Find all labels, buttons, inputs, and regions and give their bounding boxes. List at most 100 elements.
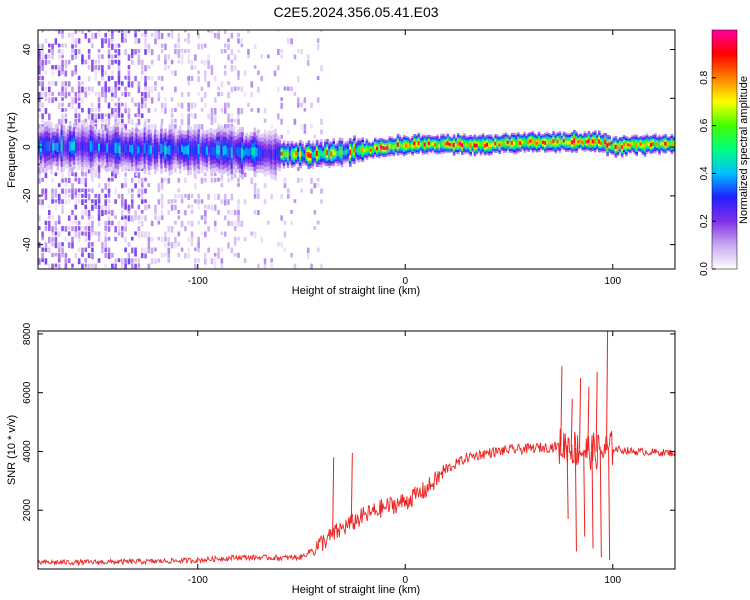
spectrogram-speckle [44,193,48,201]
spectrogram-speckle [111,263,114,269]
snr-x-label: Height of straight line (km) [292,584,420,596]
spectrogram-speckle [280,242,283,248]
spectrogram-ridge-cell [446,141,450,146]
spectrogram-speckle [91,59,94,66]
spectrogram-speckle [77,49,81,55]
spectrogram-speckle [187,113,190,120]
spectrogram-speckle [74,188,78,195]
x-tick-label: 0 [402,276,408,287]
spectrogram-ridge-cell [270,149,273,160]
spectrogram-ridge-cell [465,143,468,147]
spectrogram-speckle [167,252,171,258]
spectrogram-speckle [194,102,197,108]
spectrogram-speckle [130,81,134,88]
spectrogram-speckle [233,252,237,257]
spectrogram-ridge-cell [475,143,479,148]
spectrogram-speckle [67,258,71,264]
spectrogram-speckle [61,59,64,67]
spectrogram-speckle [38,43,41,49]
spectrogram-speckle [190,204,194,209]
spectrogram-speckle [167,258,171,263]
spectrogram-speckle [177,209,181,214]
spectrogram-speckle [38,161,41,166]
spectrogram-speckle [177,32,181,40]
spectrogram-ridge-cell [245,147,248,155]
spectrogram-speckle [94,65,98,70]
spectrogram-speckle [77,113,81,119]
spectrogram-speckle [51,65,54,70]
spectrogram-speckle [280,193,283,200]
spectrogram-speckle [97,97,101,102]
spectrogram-speckle [257,188,260,195]
spectrogram-ridge-cell [68,141,72,152]
spectrogram-speckle [87,263,91,268]
spectrogram-speckle [91,215,94,219]
spectrogram-speckle [124,86,127,92]
spectrogram-speckle [140,193,144,200]
spectrogram-speckle [210,204,214,211]
spectrogram-speckle [177,231,181,237]
spectrogram-speckle [120,81,124,86]
spectrogram-speckle [247,54,250,59]
spectrogram-speckle [61,242,64,247]
spectrogram-ridge-cell [608,142,612,146]
spectrogram-speckle [74,252,78,259]
spectrogram-speckle [283,247,287,252]
spectrogram-speckle [87,86,91,91]
spectrogram-speckle [47,86,51,93]
spectrogram-speckle [104,193,107,199]
spectrogram-ridge-cell [100,144,103,152]
spectrogram-speckle [157,32,161,40]
spectrogram-speckle [51,226,54,233]
y-tick-label: 4000 [22,440,33,463]
spectrogram-ridge-cell [344,149,348,155]
spectrogram-ridge-cell [558,139,562,145]
spectrogram-ridge-cell [83,141,87,151]
spectrogram-speckle [320,65,323,72]
spectrogram-speckle [203,70,207,77]
spectrogram-speckle [104,113,107,117]
spectrogram-speckle [84,209,88,216]
colorbar-gradient [711,29,738,270]
spectrogram-speckle [71,54,74,61]
spectrogram-speckle [137,215,141,220]
spectrogram-speckle [160,86,164,91]
spectrogram-speckle [130,199,134,205]
spectrogram-speckle [203,231,207,238]
spectrogram-speckle [164,59,167,65]
spectrogram-speckle [107,49,111,55]
spectrogram-speckle [187,54,190,61]
spectrogram-speckle [107,118,111,126]
spectrogram-ridge-cell [112,142,116,151]
spectrogram-ridge-cell [573,138,576,143]
spectrogram-speckle [137,129,141,134]
spectrogram-ridge-cell [230,147,234,159]
spectrogram-speckle [111,220,114,226]
spectrogram-speckle [203,75,207,82]
spectrogram-speckle [124,183,127,188]
spectrogram-speckle [180,118,184,126]
spectrogram-speckle [217,247,220,254]
spectrogram-speckle [154,108,157,113]
spectrogram-speckle [91,226,94,233]
spectrogram-speckle [117,258,121,263]
spectrogram-speckle [157,183,161,190]
spectrogram-speckle [316,38,320,43]
spectrogram-speckle [237,252,240,258]
spectrogram-speckle [210,258,214,265]
spectrogram-speckle [144,231,147,238]
spectrogram-speckle [91,242,94,247]
spectrogram-speckle [84,118,88,125]
spectrogram-ridge-cell [438,144,441,148]
spectrogram-speckle [107,252,111,260]
spectrogram-ridge-cell [666,142,670,146]
spectrogram-speckle [310,188,313,194]
spectrogram-speckle [120,118,124,126]
snr-dip [566,445,569,520]
spectrogram-speckle [61,252,64,258]
spectrogram-speckle [44,242,48,247]
spectrogram-speckle [57,102,61,110]
spectrogram-speckle [253,209,257,215]
spectrogram-speckle [213,220,217,227]
